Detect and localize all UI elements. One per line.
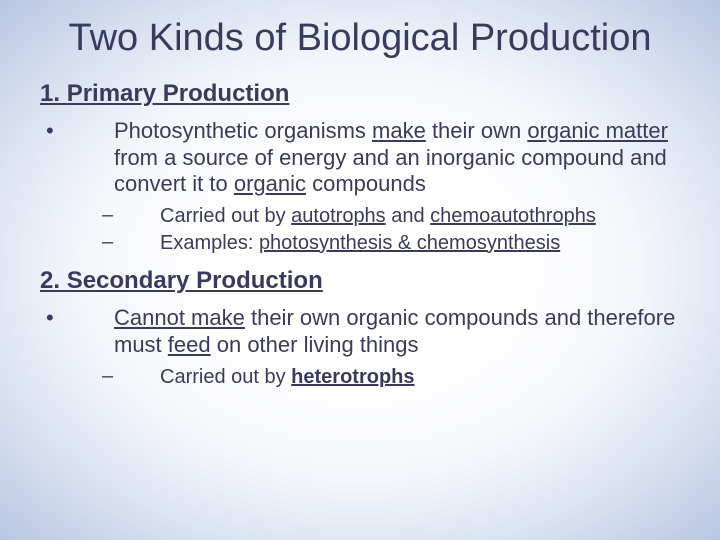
text-underline: chemoautothrophs: [430, 205, 596, 227]
section-1-bullet: • Photosynthetic organisms make their ow…: [40, 118, 680, 198]
dash-mark-icon: –: [40, 204, 160, 227]
section-2-label: Secondary Production: [67, 267, 323, 294]
text-underline: make: [372, 118, 426, 143]
bullet-mark-icon: •: [40, 118, 114, 144]
text-fragment: Carried out by: [160, 366, 291, 388]
text-underline: photosynthesis & chemosynthesis: [259, 232, 560, 254]
text-fragment: Examples:: [160, 232, 259, 254]
text-fragment: Photosynthetic organisms: [114, 118, 372, 143]
section-1-sub-1: – Carried out by autotrophs and chemoaut…: [40, 204, 680, 228]
section-2-bullet: • Cannot make their own organic compound…: [40, 305, 680, 359]
section-1-sub-1-text: Carried out by autotrophs and chemoautot…: [160, 204, 596, 228]
text-fragment: on other living things: [211, 332, 419, 357]
section-1-sub-2-text: Examples: photosynthesis & chemosynthesi…: [160, 231, 560, 255]
text-underline: autotrophs: [291, 205, 386, 227]
section-2-bullet-text: Cannot make their own organic compounds …: [114, 305, 680, 359]
section-1-heading: 1. Primary Production: [40, 80, 680, 108]
section-2-num: 2.: [40, 267, 60, 294]
section-1-label: Primary Production: [67, 80, 290, 107]
text-underline: Cannot make: [114, 305, 245, 330]
text-fragment: and: [386, 205, 430, 227]
text-fragment: Carried out by: [160, 205, 291, 227]
section-1-sub-2: – Examples: photosynthesis & chemosynthe…: [40, 231, 680, 255]
dash-mark-icon: –: [40, 231, 160, 254]
slide-title: Two Kinds of Biological Production: [40, 18, 680, 60]
text-fragment: compounds: [306, 171, 426, 196]
text-underline: organic: [234, 171, 306, 196]
section-1-bullet-text: Photosynthetic organisms make their own …: [114, 118, 680, 198]
text-fragment: their own: [426, 118, 528, 143]
bullet-mark-icon: •: [40, 305, 114, 331]
section-2-heading: 2. Secondary Production: [40, 267, 680, 295]
text-underline: heterotrophs: [291, 366, 414, 388]
section-2-sub-1: – Carried out by heterotrophs: [40, 365, 680, 389]
text-underline: organic matter: [527, 118, 668, 143]
section-2-sub-1-text: Carried out by heterotrophs: [160, 365, 415, 389]
text-underline: feed: [168, 332, 211, 357]
section-1-num: 1.: [40, 80, 60, 107]
dash-mark-icon: –: [40, 365, 160, 388]
